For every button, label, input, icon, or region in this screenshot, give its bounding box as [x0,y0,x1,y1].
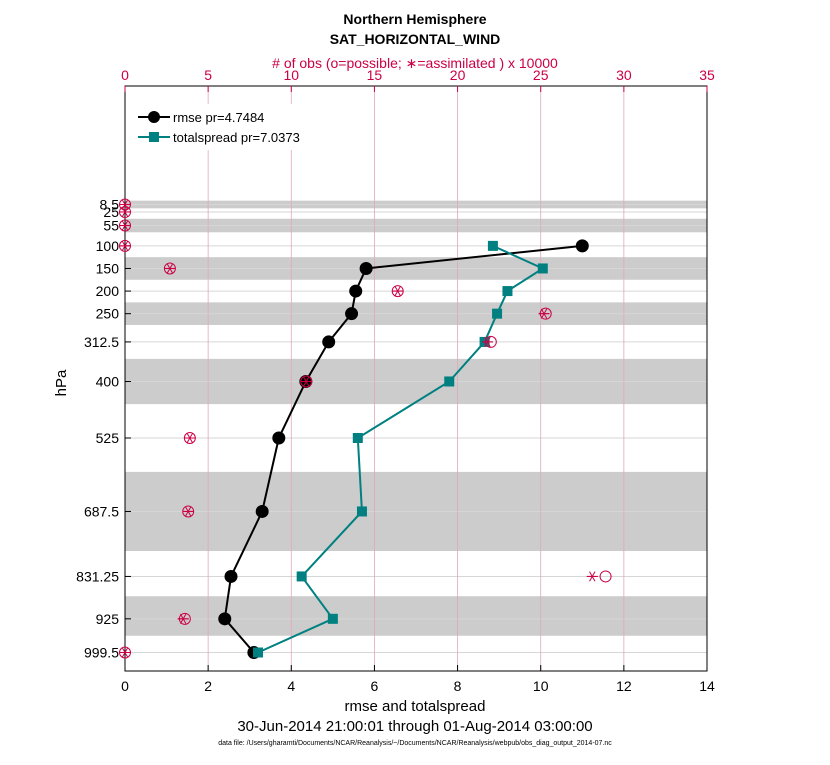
top-tick-label: 15 [367,67,383,83]
rmse-point [349,284,363,298]
totalspread-point [537,263,548,274]
obs-assimilated-marker [119,206,131,217]
y-tick-label: 55 [103,218,119,234]
totalspread-point [502,286,513,297]
y-tick-label: 687.5 [84,503,119,519]
legend-rmse-marker [148,111,160,123]
totalspread-point [487,240,498,251]
top-tick-label: 25 [533,67,549,83]
obs-assimilated-marker [119,240,131,251]
y-tick-label: 8.5 [100,197,120,213]
rmse-point [345,307,359,321]
y-tick-label: 25 [103,204,119,220]
obs-assimilated-marker [482,336,494,347]
legend-rmse-label: rmse pr=4.7484 [173,110,264,125]
plot-frame [124,85,708,672]
totalspread-point [356,506,367,517]
y-tick-label: 150 [96,260,120,276]
chart-subtitle: SAT_HORIZONTAL_WIND [330,31,501,47]
totalspread-point [352,432,363,443]
top-tick-label: 10 [283,67,299,83]
top-axis-ticks: 0 5 10 15 20 25 30 35 [121,67,715,92]
bottom-axis-ticks: 0 2 4 6 8 10 12 14 [121,665,715,694]
bottom-tick-label: 8 [454,678,462,694]
rmse-point [272,431,286,445]
totalspread-point [253,647,264,658]
totalspread-point [492,308,503,319]
obs-assimilated-marker [182,506,194,517]
obs-assimilated-marker [164,263,176,274]
rmse-point [322,335,336,349]
top-tick-label: 0 [121,67,129,83]
obs-assimilated-marker [538,308,550,319]
y-tick-label: 925 [96,611,120,627]
y-tick-label: 250 [96,306,120,322]
grid-lines [124,86,708,671]
top-axis-label: # of obs (o=possible; ∗=assimilated ) x … [272,55,558,71]
obs-assimilated-marker [392,286,404,297]
obs-assimilated-marker [119,220,131,231]
obs-assimilated-marker [119,647,131,658]
rmse-point [575,239,589,253]
legend-spread-label: totalspread pr=7.0373 [173,130,300,145]
rmse-point [218,612,232,626]
totalspread-point [444,376,455,387]
data-file-note: data file: /Users/gharamti/Documents/NCA… [218,740,612,747]
obs-assimilated-marker [586,571,598,582]
date-range: 30-Jun-2014 21:00:01 through 01-Aug-2014… [237,718,592,735]
bottom-tick-label: 4 [287,678,295,694]
top-tick-label: 35 [699,67,715,83]
totalspread-point [296,571,307,582]
top-tick-label: 5 [204,67,212,83]
y-tick-label: 831.25 [76,568,119,584]
top-tick-label: 30 [616,67,632,83]
y-axis-label: hPa [53,369,70,396]
rmse-point [359,261,373,275]
obs-assimilated-marker [300,376,312,387]
y-tick-label: 400 [96,373,120,389]
y-tick-label: 100 [96,238,120,254]
bottom-tick-label: 10 [533,678,549,694]
legend: rmse pr=4.7484 totalspread pr=7.0373 [132,104,332,150]
totalspread-point [327,613,338,624]
bottom-tick-label: 14 [699,678,715,694]
legend-spread-marker [149,132,159,142]
rmse-point [224,569,238,583]
obs-assimilated-marker [177,613,189,624]
bottom-tick-label: 6 [371,678,379,694]
obs-layer [119,198,612,659]
obs-assimilated-marker [119,199,131,210]
x-axis-label: rmse and totalspread [345,698,486,715]
y-tick-label: 999.5 [84,645,119,661]
rmse-point [255,504,269,518]
bottom-tick-label: 0 [121,678,129,694]
level-band [125,596,707,636]
shaded-bands [125,200,707,636]
obs-possible-marker [599,570,612,583]
bottom-tick-label: 12 [616,678,632,694]
series-layer [218,239,589,659]
y-tick-label: 525 [96,430,120,446]
top-tick-label: 20 [450,67,466,83]
obs-assimilated-marker [184,432,196,444]
y-tick-label: 200 [96,283,120,299]
bottom-tick-label: 2 [204,678,212,694]
chart-title: Northern Hemisphere [343,11,486,27]
legend-box [132,104,332,150]
y-tick-label: 312.5 [84,334,119,350]
